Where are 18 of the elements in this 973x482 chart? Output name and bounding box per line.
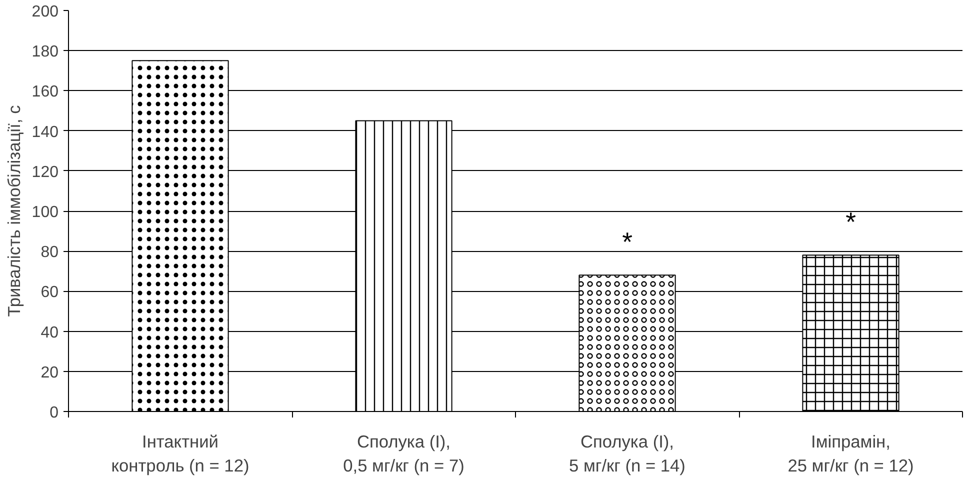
x-tick-label: Сполука (I), 5 мг/кг (n = 14) [569,432,686,476]
y-tick-label: 200 [32,4,59,20]
y-tick-label: 0 [50,404,59,422]
y-tick-label: 20 [40,364,59,382]
y-tick-label: 160 [32,84,59,101]
y-tick-label: 80 [40,244,59,262]
y-tick-label: 140 [32,124,59,141]
data-label: * [846,207,856,238]
y-tick-label: 180 [32,44,59,61]
data-label: * [622,227,632,258]
x-tick-label: Інтактний контроль (n = 12) [111,432,250,476]
y-tick-label: 40 [40,324,59,342]
y-tick-label: 60 [40,284,59,302]
y-tick-label: 120 [32,164,59,181]
x-tick-label: Іміпрамін, 25 мг/кг (n = 12) [788,432,914,476]
y-axis-title: Тривалість іммобілізації, с [4,104,24,317]
x-tick-label: Сполука (I), 0,5 мг/кг (n = 7) [343,432,464,476]
y-tick-label: 100 [32,204,59,221]
